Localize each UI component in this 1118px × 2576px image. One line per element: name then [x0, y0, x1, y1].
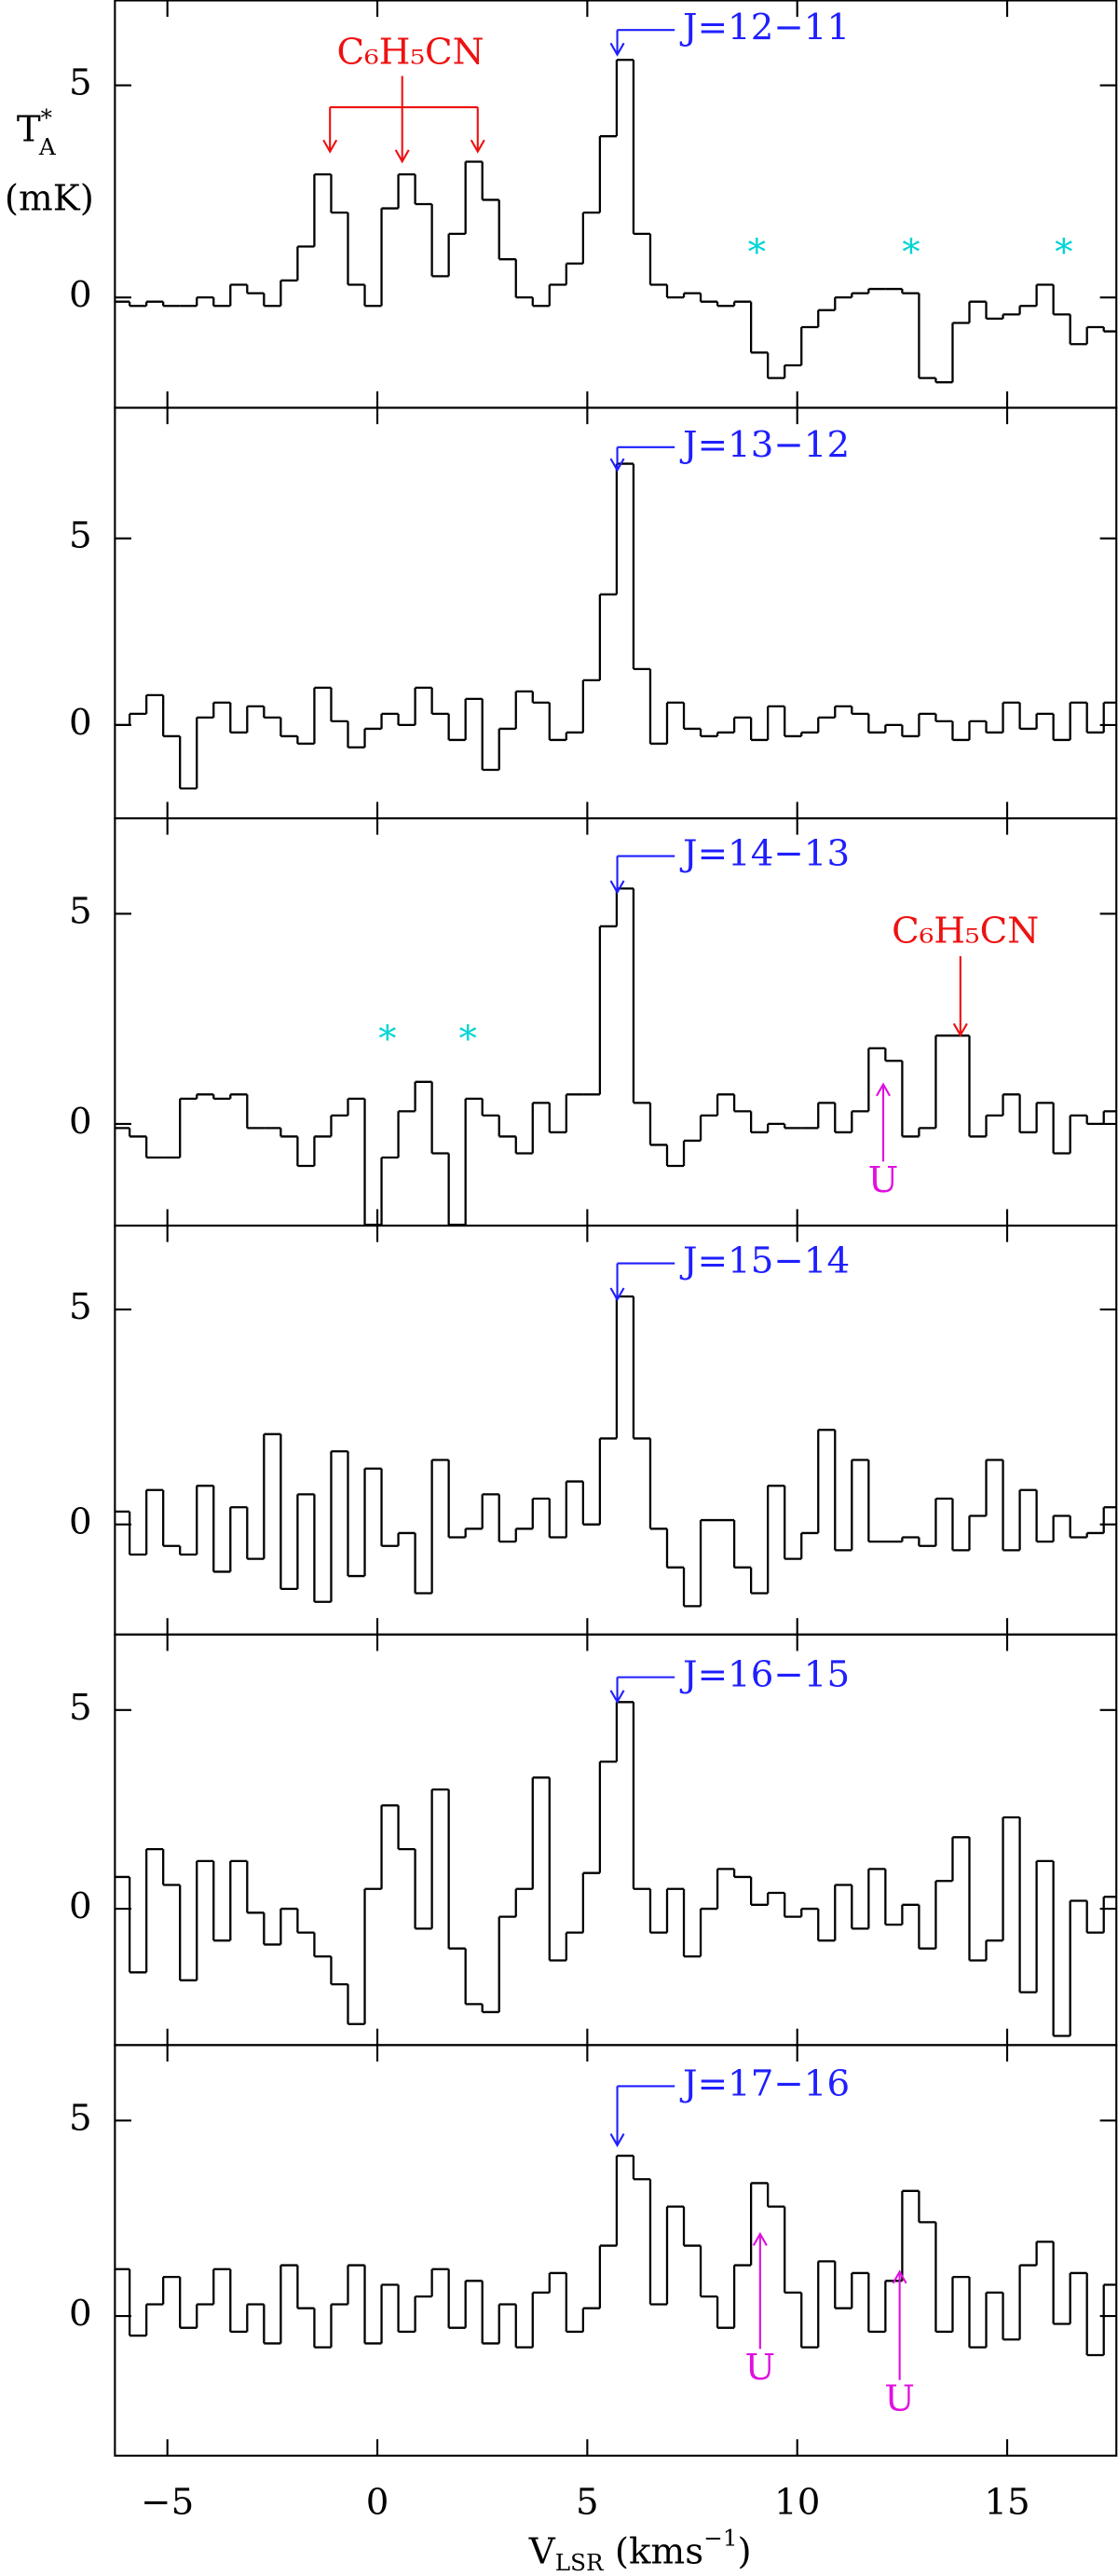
- arrow-head: [470, 139, 485, 154]
- spectrum: [115, 462, 1117, 790]
- y-label-unit: (mK): [5, 177, 94, 219]
- arrow-head: [752, 2231, 768, 2246]
- arrow-head: [892, 2269, 907, 2284]
- x-label-sub: LSR: [555, 2549, 605, 2576]
- y-tick-label: 5: [69, 62, 92, 104]
- unidentified-label: U: [868, 1159, 899, 1201]
- x-label-close: ): [738, 2531, 752, 2573]
- arrow-head: [394, 149, 410, 164]
- arrow-head: [609, 42, 625, 57]
- x-tick-label: −5: [141, 2482, 194, 2524]
- y-label-sub: A: [38, 133, 57, 160]
- x-label-sup: −1: [703, 2524, 737, 2551]
- transition-label: J=17−16: [679, 2062, 850, 2104]
- arrow-head: [609, 1287, 625, 1302]
- y-tick-label: 5: [69, 515, 92, 557]
- y-label-main: T: [17, 108, 41, 150]
- molecule-label: C₆H₅CN: [892, 910, 1039, 952]
- panel-frame: [114, 2044, 1118, 2457]
- y-tick-label: 0: [69, 274, 92, 316]
- panel-frame: [114, 816, 1118, 1227]
- molecule-label: C₆H₅CN: [336, 32, 484, 74]
- transition-label: J=13−12: [679, 424, 850, 466]
- y-tick-label: 0: [69, 702, 92, 744]
- panel-frame: [114, 1633, 1118, 2047]
- blend-marker: *: [459, 1019, 477, 1061]
- arrow-head: [609, 880, 625, 895]
- x-tick-label: 10: [774, 2482, 820, 2524]
- y-label: T* A: [17, 103, 57, 160]
- arrow-head: [609, 2132, 625, 2147]
- x-tick-label: 0: [366, 2482, 389, 2524]
- arrow-head: [609, 1690, 625, 1705]
- arrow-head: [876, 1082, 891, 1097]
- transition-label: J=12−11: [679, 7, 850, 48]
- spectrum: [115, 59, 1117, 384]
- unidentified-label: U: [884, 2378, 915, 2420]
- y-tick-label: 0: [69, 1501, 92, 1543]
- x-tick-label: 15: [984, 2482, 1029, 2524]
- blend-marker: *: [1055, 232, 1072, 274]
- x-label-unit: (kms: [604, 2531, 704, 2573]
- y-label-sup: *: [41, 103, 52, 130]
- y-tick-label: 0: [69, 1885, 92, 1927]
- x-label-main: V: [528, 2531, 556, 2573]
- transition-label: J=16−15: [679, 1654, 850, 1696]
- arrow-head: [322, 139, 338, 154]
- x-tick-label: 5: [576, 2482, 599, 2524]
- spectrum: [115, 2154, 1117, 2357]
- y-tick-label: 5: [69, 890, 92, 932]
- blend-marker: *: [902, 232, 920, 274]
- arrow-head: [609, 458, 625, 473]
- spectrum: [115, 887, 1117, 1226]
- spectrum: [115, 1701, 1117, 2037]
- spectrum: [115, 1295, 1117, 1608]
- y-tick-label: 5: [69, 2097, 92, 2139]
- unidentified-label: U: [745, 2347, 776, 2389]
- transition-label: J=14−13: [679, 833, 850, 875]
- x-label: VLSR (kms−1): [528, 2524, 752, 2575]
- y-tick-label: 5: [69, 1286, 92, 1328]
- arrow-head: [952, 1022, 968, 1037]
- blend-marker: *: [748, 232, 766, 274]
- blend-marker: *: [378, 1019, 396, 1061]
- y-tick-label: 5: [69, 1687, 92, 1729]
- transition-label: J=15−14: [679, 1240, 850, 1282]
- y-tick-label: 0: [69, 1101, 92, 1143]
- y-tick-label: 0: [69, 2293, 92, 2335]
